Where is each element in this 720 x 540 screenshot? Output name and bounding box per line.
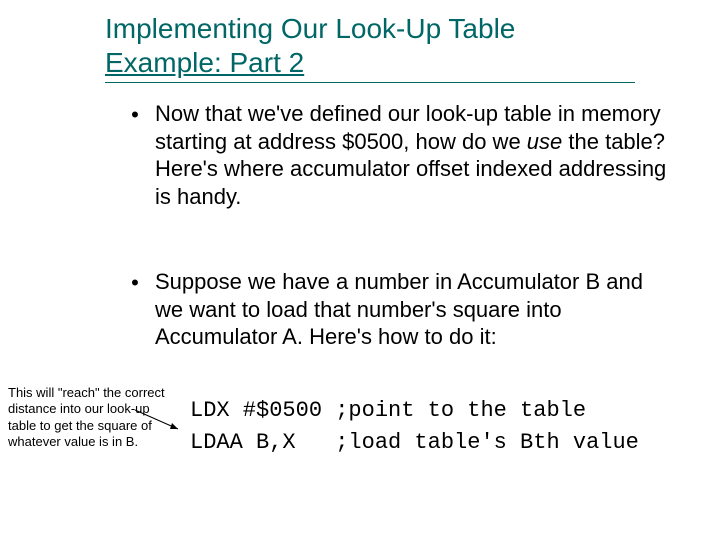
- bullet-1-text: Now that we've defined our look-up table…: [155, 100, 675, 210]
- code-line-2: LDAA B,X ;load table's Bth value: [190, 430, 639, 455]
- title-line2: Example: Part 2: [105, 47, 304, 78]
- bullet-mark: •: [115, 100, 155, 210]
- bullet-1-italic: use: [527, 129, 562, 154]
- bullet-2-text: Suppose we have a number in Accumulator …: [155, 268, 675, 351]
- code-block: LDX #$0500 ;point to the table LDAA B,X …: [190, 395, 639, 459]
- title-underline-rule: [105, 82, 635, 83]
- title-line1: Implementing Our Look-Up Table: [105, 13, 515, 44]
- bullet-2: • Suppose we have a number in Accumulato…: [115, 268, 685, 351]
- annotation-arrow: [130, 405, 190, 435]
- bullet-mark: •: [115, 268, 155, 351]
- bullet-1: • Now that we've defined our look-up tab…: [115, 100, 685, 210]
- slide-title: Implementing Our Look-Up Table Example: …: [105, 12, 645, 79]
- code-line-1: LDX #$0500 ;point to the table: [190, 398, 586, 423]
